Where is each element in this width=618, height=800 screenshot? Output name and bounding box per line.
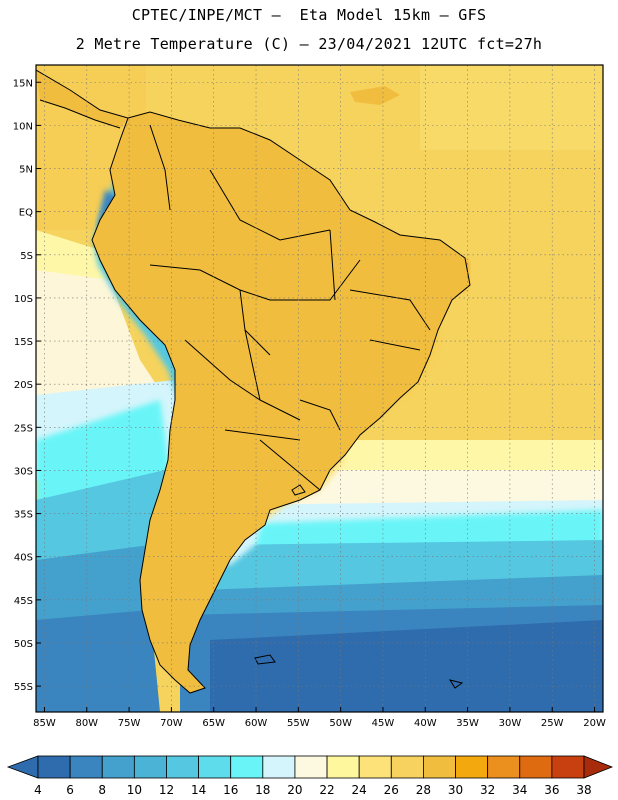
map-title: CPTEC/INPE/MCT – Eta Model 15km – GFS bbox=[131, 6, 487, 24]
colorbar-swatch bbox=[390, 755, 424, 779]
colorbar-swatch bbox=[166, 755, 199, 779]
lat-label: 10N bbox=[13, 121, 33, 132]
colorbar-label: 18 bbox=[255, 783, 270, 797]
coastlines bbox=[36, 69, 471, 694]
lat-label: 5S bbox=[20, 251, 33, 262]
islands-coast bbox=[254, 484, 464, 689]
colorbar-under-arrow bbox=[6, 755, 39, 779]
caribbean-islands bbox=[350, 86, 400, 105]
longitude-axis: 85W 80W 75W 70W 65W 60W 55W 50W 45W 40W 35W 30W 25W 2… bbox=[33, 707, 606, 729]
lat-label: 20S bbox=[14, 380, 33, 391]
colorbar-label: 16 bbox=[223, 783, 238, 797]
colorbar-label: 10 bbox=[127, 783, 142, 797]
latitude-axis: 15N 10N 5N EQ 5S 10S 15S 20S 25S 30S 35S 40S 45S 50S 5… bbox=[13, 78, 41, 693]
colorbar-swatch bbox=[519, 755, 553, 779]
colorbar-swatch bbox=[294, 755, 328, 779]
pacific-pale2-band bbox=[36, 270, 180, 420]
map-subtitle: 2 Metre Temperature (C) – 23/04/2021 12U… bbox=[75, 35, 543, 53]
lat-label: 45S bbox=[14, 596, 33, 607]
colorbar-swatch bbox=[230, 755, 264, 779]
lat-label: 15N bbox=[13, 78, 33, 89]
lon-label: 65W bbox=[202, 718, 225, 729]
colorbar-label: 6 bbox=[66, 783, 74, 797]
lon-label: 75W bbox=[118, 718, 141, 729]
colorbar-label: 14 bbox=[191, 783, 206, 797]
colorbar-swatch bbox=[133, 755, 167, 779]
colorbar-label: 30 bbox=[448, 783, 463, 797]
lon-label: 70W bbox=[160, 718, 183, 729]
central-america-land bbox=[36, 70, 128, 128]
lon-label: 80W bbox=[75, 718, 98, 729]
colorbar-swatch bbox=[37, 755, 71, 779]
colorbar-swatch bbox=[455, 755, 489, 779]
lat-label: 25S bbox=[14, 423, 33, 434]
lon-label: 50W bbox=[329, 718, 352, 729]
lat-label: 55S bbox=[14, 682, 33, 693]
colorbar-label: 38 bbox=[576, 783, 591, 797]
colorbar-label: 36 bbox=[544, 783, 559, 797]
colorbar-label: 4 bbox=[34, 783, 42, 797]
colorbar-swatch bbox=[101, 755, 135, 779]
lat-label: 35S bbox=[14, 510, 33, 521]
colorbar-label: 26 bbox=[384, 783, 399, 797]
colorbar-label: 28 bbox=[416, 783, 431, 797]
lon-label: 40W bbox=[414, 718, 437, 729]
lon-label: 30W bbox=[499, 718, 522, 729]
lat-label: 40S bbox=[14, 553, 33, 564]
colorbar-label: 12 bbox=[159, 783, 174, 797]
colorbar-swatch bbox=[198, 755, 232, 779]
lon-label: 35W bbox=[456, 718, 479, 729]
colorbar-label: 34 bbox=[512, 783, 527, 797]
lon-label: 85W bbox=[33, 718, 56, 729]
colorbar-label: 22 bbox=[319, 783, 334, 797]
colorbar-swatch bbox=[326, 755, 360, 779]
colorbar-label: 20 bbox=[287, 783, 302, 797]
colorbar-swatch bbox=[551, 755, 585, 779]
lat-label: 10S bbox=[14, 294, 33, 305]
colorbar: 4 6 8 10 12 14 16 18 20 22 24 26 28 30 32 34 36 38 bbox=[6, 755, 614, 797]
colorbar-label: 8 bbox=[98, 783, 106, 797]
country-borders bbox=[149, 124, 431, 491]
pacific-deep-band bbox=[36, 610, 160, 712]
lon-label: 60W bbox=[245, 718, 268, 729]
colorbar-swatch bbox=[69, 755, 103, 779]
lon-label: 55W bbox=[287, 718, 310, 729]
lat-label: EQ bbox=[19, 208, 33, 219]
lat-label: 5N bbox=[19, 165, 33, 176]
tropical-atlantic-band bbox=[420, 65, 603, 150]
colorbar-swatch bbox=[423, 755, 456, 779]
lat-label: 50S bbox=[14, 639, 33, 650]
colorbar-label: 32 bbox=[480, 783, 495, 797]
lon-label: 20W bbox=[583, 718, 606, 729]
colorbar-swatch bbox=[487, 755, 521, 779]
lon-label: 45W bbox=[372, 718, 395, 729]
colorbar-label: 24 bbox=[352, 783, 367, 797]
graticule bbox=[36, 65, 603, 712]
lat-label: 15S bbox=[14, 337, 33, 348]
lat-label: 30S bbox=[14, 466, 33, 477]
colorbar-swatch bbox=[358, 755, 392, 779]
map-frame bbox=[35, 64, 604, 713]
central-america-coast bbox=[36, 69, 129, 129]
lon-label: 25W bbox=[541, 718, 564, 729]
colorbar-over-arrow bbox=[583, 755, 614, 779]
colorbar-swatch bbox=[262, 755, 296, 779]
